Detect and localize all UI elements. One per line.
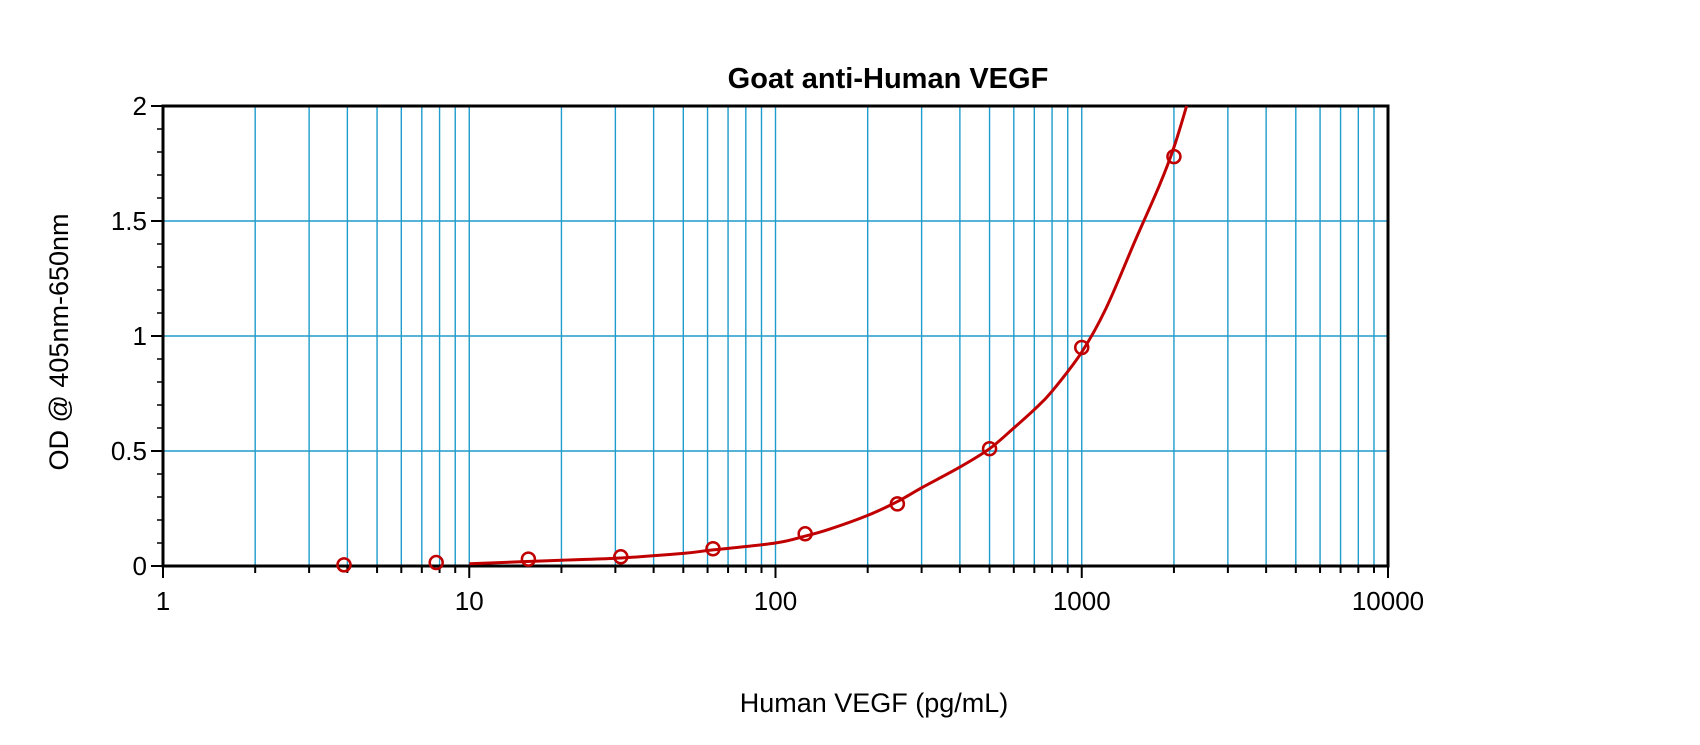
- grid: [163, 106, 1388, 566]
- data-point: [336, 557, 352, 573]
- data-point: [428, 554, 444, 571]
- y-tick-label: 0: [133, 551, 147, 581]
- data-point: [797, 526, 813, 542]
- data-point: [520, 551, 537, 567]
- x-tick-label: 10000: [1352, 586, 1424, 616]
- y-tick-label: 1: [133, 321, 147, 351]
- x-tick-label: 10: [455, 586, 484, 616]
- data-point: [1074, 339, 1090, 356]
- x-tick-label: 100: [754, 586, 797, 616]
- y-tick-label: 1.5: [111, 206, 147, 236]
- data-point: [1166, 148, 1182, 165]
- y-tick-label: 0.5: [111, 436, 147, 466]
- data-point: [613, 549, 629, 565]
- x-axis-label: Human VEGF (pg/mL): [740, 688, 1009, 718]
- y-axis-ticks: 0 0.5 1 1.5 2: [111, 91, 163, 581]
- y-axis-label: OD @ 405nm-650nm: [44, 213, 74, 470]
- data-point: [981, 440, 998, 457]
- data-points: [336, 148, 1182, 573]
- y-tick-label: 2: [133, 91, 147, 121]
- x-tick-label: 1000: [1053, 586, 1111, 616]
- data-point: [705, 541, 721, 557]
- x-axis-ticks: 1 10 100 1000 10000: [156, 566, 1424, 616]
- x-tick-label: 1: [156, 586, 170, 616]
- fit-curve: [469, 105, 1189, 566]
- chart-title: Goat anti-Human VEGF: [728, 63, 1049, 95]
- data-point: [889, 496, 906, 512]
